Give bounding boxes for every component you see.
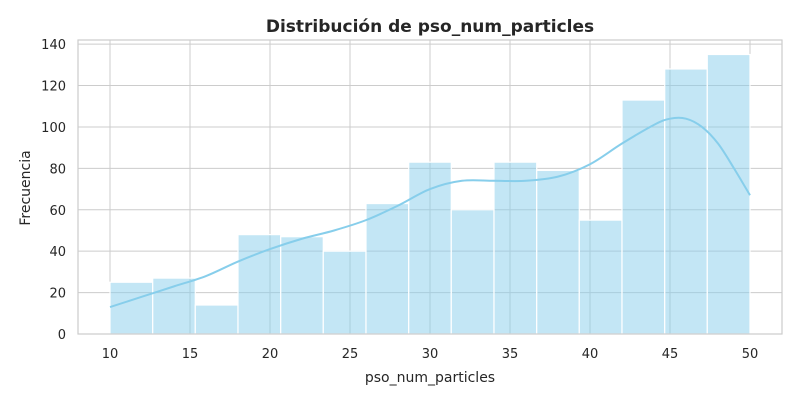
y-tick-label: 100 [41,121,66,136]
x-tick-label: 45 [662,347,679,362]
x-tick-label: 15 [182,347,199,362]
histogram-bars [109,53,751,335]
histogram-bar [706,53,751,335]
histogram-bar [408,161,452,335]
histogram-bar [621,99,666,335]
histogram-bar [109,281,154,335]
x-tick-label: 50 [742,347,759,362]
x-tick-label: 10 [102,347,119,362]
histogram-bar [280,236,324,335]
histogram-bar [536,169,580,335]
plot-frame [77,39,783,335]
x-tick-labels: 10 15 20 25 30 35 40 45 50 [102,347,759,362]
kde-curve [109,116,751,309]
y-tick-label: 40 [49,245,66,260]
x-tick-label: 30 [422,347,439,362]
y-tick-label: 20 [49,287,66,302]
histogram-bar [194,304,239,335]
x-tick-label: 25 [342,347,359,362]
y-tick-labels: 0 20 40 60 80 100 120 140 [41,38,66,343]
y-tick-label: 140 [41,38,66,53]
x-tick-label: 20 [262,347,279,362]
histogram-bar [450,209,495,335]
chart-title: Distribución de pso_num_particles [266,17,594,37]
y-axis-label: Frecuencia [18,150,34,225]
histogram-bar [578,219,623,335]
x-tick-label: 40 [582,347,599,362]
histogram-bar [365,202,410,335]
histogram-bar [237,234,282,335]
y-tick-label: 60 [49,204,66,219]
y-tick-label: 0 [58,328,66,343]
x-axis-label: pso_num_particles [365,370,495,386]
y-tick-label: 80 [49,162,66,177]
histogram-bar [322,250,367,335]
y-tick-label: 120 [41,80,66,95]
x-tick-label: 35 [502,347,519,362]
histogram-bar [664,68,708,335]
histogram-bar [493,161,538,335]
